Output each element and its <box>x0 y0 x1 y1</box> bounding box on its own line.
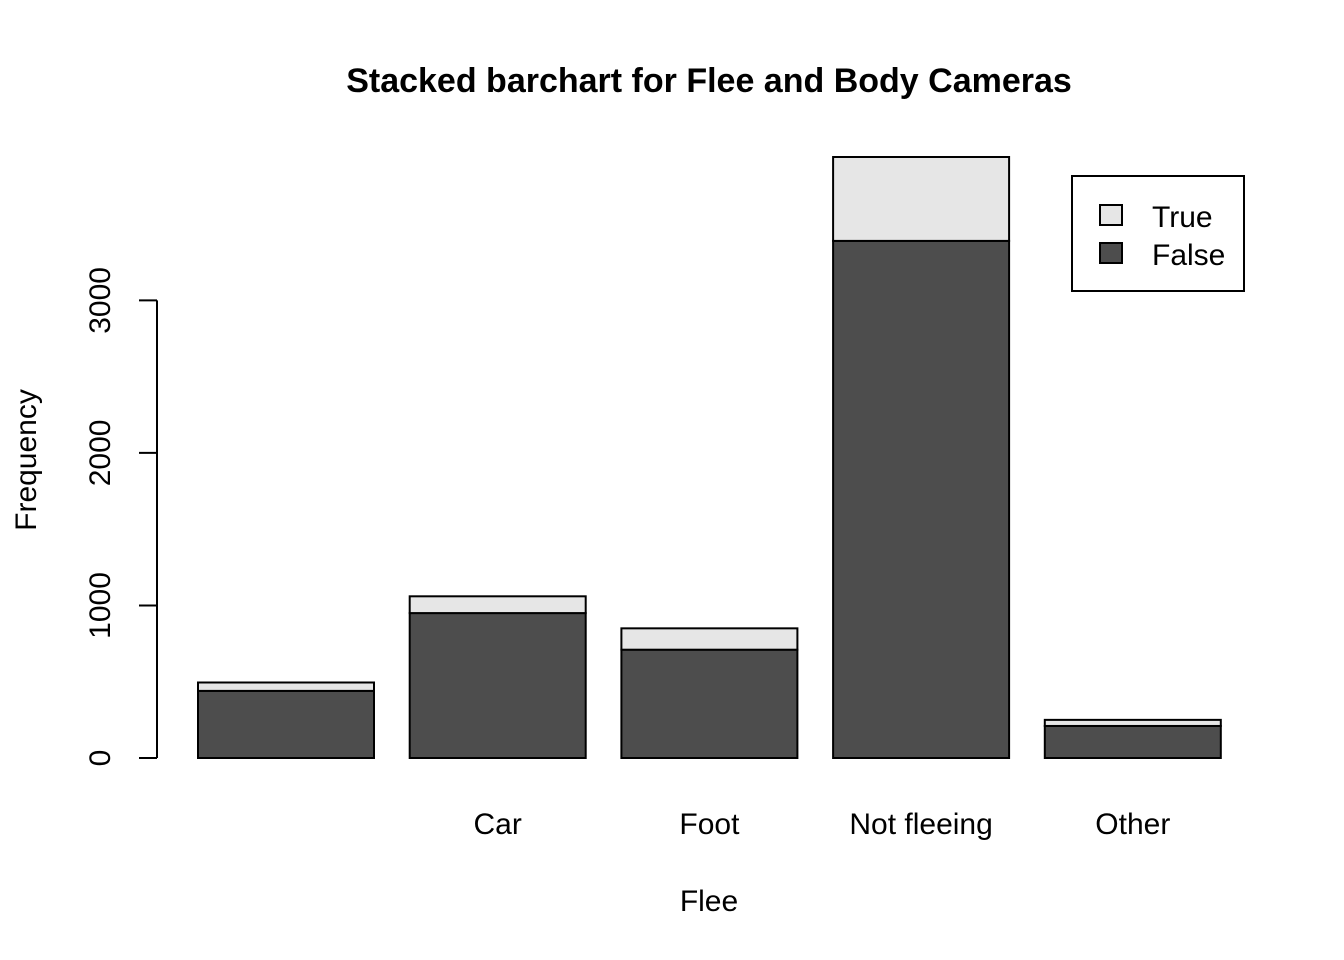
x-axis-label: Flee <box>680 885 738 918</box>
bar-segment-false <box>832 239 1011 759</box>
x-tick-labels: Car Foot Not fleeing Other <box>474 808 1171 841</box>
chart-title: Stacked barchart for Flee and Body Camer… <box>346 62 1072 100</box>
x-tick-label: Not fleeing <box>849 808 992 841</box>
y-tick-label: 3000 <box>84 267 117 334</box>
y-axis-label: Frequency <box>10 389 43 531</box>
y-tick-label: 1000 <box>84 572 117 639</box>
x-tick-label: Other <box>1095 808 1170 841</box>
legend-box <box>1071 175 1245 292</box>
y-axis: 0 1000 2000 3000 <box>84 267 158 767</box>
legend-label-true: True <box>1152 201 1213 234</box>
bar-segment-true <box>832 156 1011 242</box>
x-tick-label: Car <box>474 808 522 841</box>
y-tick-label: 2000 <box>84 420 117 487</box>
legend-label-false: False <box>1152 239 1225 272</box>
bars-group <box>197 156 1222 760</box>
bar-segment-false <box>408 612 587 759</box>
legend-swatch-true <box>1099 204 1123 226</box>
bar-segment-false <box>620 648 799 760</box>
bar-segment-true <box>1043 718 1222 727</box>
bar-segment-true <box>620 627 799 651</box>
bar-segment-false <box>197 689 375 759</box>
x-tick-label: Foot <box>679 808 740 841</box>
legend: True False <box>1071 175 1245 292</box>
bar-segment-true <box>408 595 587 615</box>
legend-swatch-false <box>1099 242 1123 264</box>
bar-segment-true <box>197 681 375 692</box>
y-tick-label: 0 <box>84 750 117 767</box>
bar-segment-false <box>1043 724 1222 759</box>
